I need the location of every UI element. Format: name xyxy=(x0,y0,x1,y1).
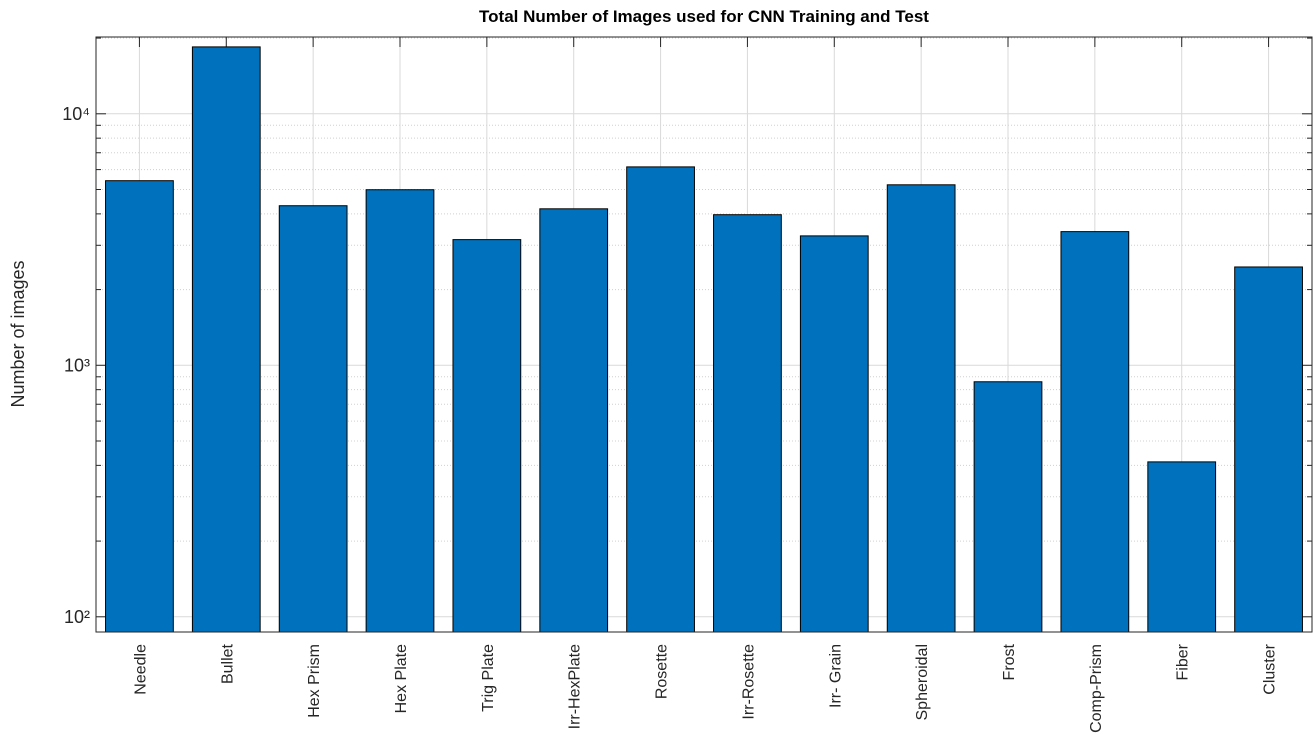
bar xyxy=(539,208,609,633)
bar xyxy=(105,180,174,633)
x-tick-label: Needle xyxy=(132,644,149,695)
x-tick-label: Hex Plate xyxy=(393,644,410,713)
x-tick-label: Bullet xyxy=(219,643,236,684)
chart-title: Total Number of Images used for CNN Trai… xyxy=(479,7,929,26)
bar xyxy=(365,189,435,633)
bar xyxy=(278,205,348,633)
bar xyxy=(452,239,522,633)
x-tick-label: Fiber xyxy=(1175,643,1192,680)
y-tick-label: 10⁴ xyxy=(62,104,90,124)
bar xyxy=(713,214,782,633)
bar xyxy=(191,46,261,633)
y-axis-label: Number of images xyxy=(8,260,28,407)
x-tick-label: Rosette xyxy=(654,644,671,699)
y-tick-label: 10³ xyxy=(64,355,90,375)
bar xyxy=(886,184,956,633)
bar xyxy=(799,235,869,633)
x-tick-label: Trig Plate xyxy=(480,644,497,712)
y-tick-label: 10² xyxy=(64,607,90,627)
bar xyxy=(1060,231,1130,633)
x-tick-label: Comp-Prism xyxy=(1088,644,1105,733)
x-tick-label: Irr-HexPlate xyxy=(567,644,584,729)
x-tick-label: Spheroidal xyxy=(914,644,931,721)
x-tick-label: Irr- Grain xyxy=(827,644,844,708)
x-tick-label: Hex Prism xyxy=(306,644,323,718)
x-tick-label: Frost xyxy=(1001,643,1018,680)
plot-frame xyxy=(95,36,1313,633)
bar xyxy=(1234,266,1303,633)
x-tick-label: Irr-Rosette xyxy=(740,644,757,720)
bar xyxy=(973,381,1043,633)
x-tick-label: Cluster xyxy=(1262,643,1279,694)
bar xyxy=(626,166,695,633)
bar xyxy=(1147,461,1217,633)
